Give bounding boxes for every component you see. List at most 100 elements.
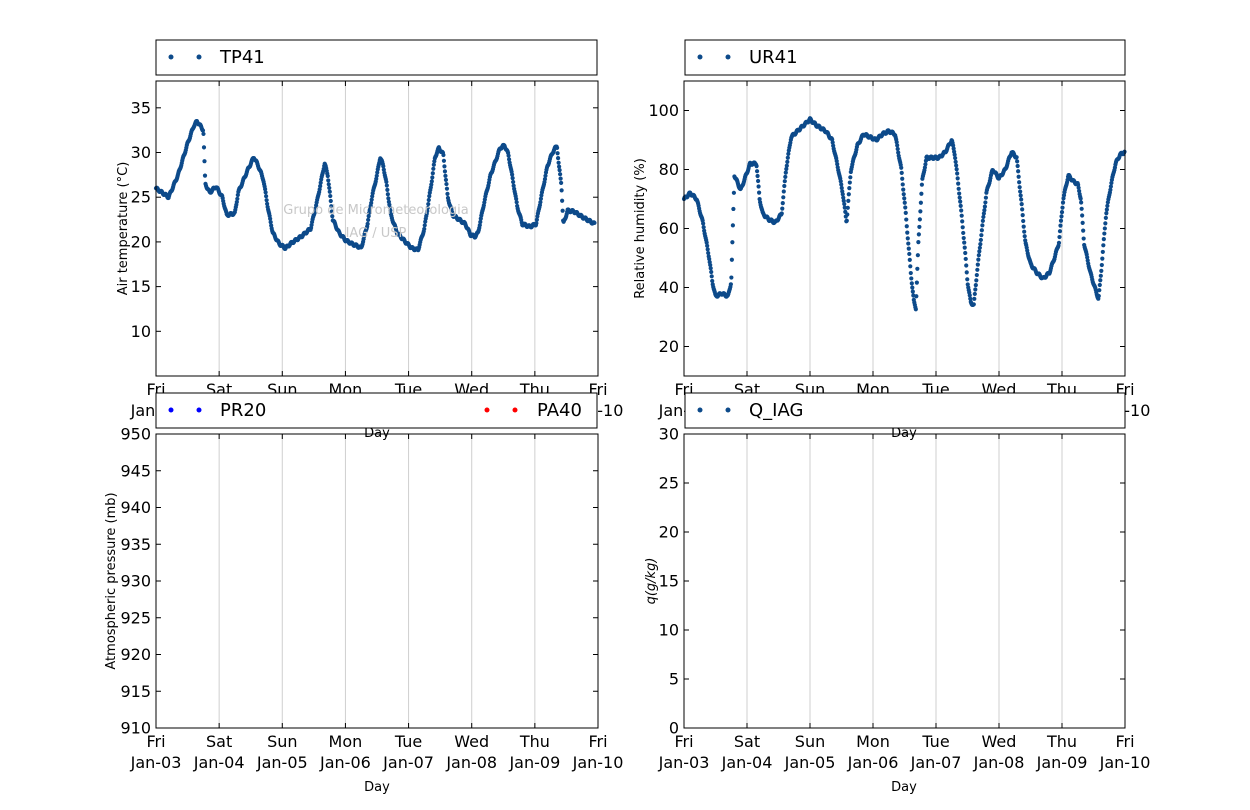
ur41-data-point [918, 209, 923, 214]
tp41-data-point [263, 187, 268, 192]
legend-pa40-label: PA40 [537, 400, 582, 421]
tp41-y-tick-label: 25 [131, 188, 151, 207]
tp41-data-point [263, 190, 268, 195]
ur41-data-point [922, 165, 928, 170]
ur41-data-point [899, 170, 904, 175]
tp41-data-point [555, 151, 560, 156]
legend-qiag-box [684, 392, 1126, 429]
tp41-data-point [202, 173, 208, 178]
pressure-gridlines [218, 434, 536, 728]
tp41-data-point [264, 194, 269, 199]
ur41-data-point [979, 228, 984, 233]
ur41-data-point [952, 152, 957, 157]
legend-ur41-label: UR41 [749, 47, 798, 68]
ur41-axes-frame [683, 80, 1126, 377]
tp41-data-point [425, 205, 430, 210]
pressure-x-tick-label-day: Sun [267, 732, 297, 751]
ur41-data-point [957, 191, 962, 196]
tp41-data-point [201, 145, 207, 150]
ur41-data-point [1017, 185, 1022, 190]
ur41-data-point [956, 181, 961, 186]
qiag-x-tick-label-date: Jan-05 [784, 753, 836, 772]
ur41-data-point [1022, 234, 1027, 239]
ur41-y-ticks: 20 40 60 80 100 [648, 101, 1125, 356]
tp41-data-point [478, 219, 483, 225]
ur41-x-ticks: FriJan-03SatJan-04SunJan-05MonJan-06TueJ… [658, 81, 1150, 420]
ur41-data-point [841, 198, 846, 203]
ur41-data-point [902, 200, 907, 205]
ur41-data-point [975, 262, 980, 267]
tp41-y-tick-label: 10 [131, 322, 151, 341]
tp41-data-point [431, 166, 436, 171]
tp41-data-point [265, 201, 270, 206]
ur41-data-point [901, 187, 906, 192]
ur41-data-point [900, 182, 905, 187]
tp41-data-point [441, 158, 447, 163]
ur41-data-point [964, 270, 969, 275]
ur41-data-point [972, 296, 977, 301]
ur41-data-point [731, 190, 737, 195]
ur41-data-point [1104, 207, 1109, 212]
ur41-data-point [915, 266, 920, 271]
ur41-y-tick-label: 40 [659, 278, 679, 297]
tp41-data-point [329, 204, 334, 209]
ur41-data-point [780, 201, 785, 206]
legend-qiag-label: Q_IAG [749, 400, 803, 421]
tp41-data-point [325, 173, 330, 179]
ur41-data-point [1098, 273, 1103, 278]
ur41-data-point [1104, 211, 1109, 216]
ur41-data-point [918, 200, 923, 205]
legend-qiag: Q_IAG [684, 392, 1126, 429]
tp41-data-point [328, 193, 333, 199]
ur41-data-point [754, 164, 759, 169]
qiag-x-tick-label-date: Jan-03 [658, 753, 710, 772]
tp41-data-point [425, 209, 430, 214]
ur41-data-point [953, 155, 958, 161]
ur41-data-point [895, 143, 900, 148]
ur41-data-point [965, 277, 970, 282]
ur41-data-point [1022, 229, 1027, 234]
ur41-data-point [731, 206, 736, 212]
pressure-y-tick-label: 925 [120, 608, 151, 627]
ur41-data-point [957, 195, 962, 200]
ur41-data-point [896, 150, 901, 155]
ur41-data-point [1096, 293, 1101, 299]
tp41-data-point [510, 176, 515, 181]
tp41-data-point [543, 173, 548, 178]
ur41-data-point [729, 275, 734, 280]
ur41-data-point [982, 204, 987, 209]
pressure-y-tick-label: 935 [120, 535, 151, 554]
ur41-data-point [786, 151, 791, 156]
ur41-data-point [1080, 213, 1085, 218]
tp41-data-point [514, 196, 519, 201]
ur41-data-point [1021, 224, 1026, 229]
tp41-data-point [326, 182, 331, 187]
ur41-data-point [953, 159, 958, 164]
ur41-data-point [1099, 268, 1104, 273]
ur41-data-point [1102, 231, 1107, 236]
ur41-data-point [919, 191, 924, 196]
ur41-data-point [951, 146, 956, 151]
tp41-y-axis-label: Air temperature (°C) [116, 162, 131, 296]
ur41-data-point [905, 230, 910, 235]
tp41-data-point [592, 220, 597, 225]
ur41-data-point [983, 200, 988, 205]
qiag-y-tick-label: 30 [659, 425, 679, 444]
ur41-data-point [1099, 262, 1104, 268]
ur41-data-point [1079, 206, 1084, 211]
ur41-data-point [899, 165, 904, 170]
tp41-data-point [318, 184, 323, 189]
ur41-data-point [980, 218, 985, 223]
ur41-data-point [910, 285, 915, 290]
tp41-data-point [427, 194, 432, 199]
ur41-y-tick-label: 80 [659, 160, 679, 179]
tp41-data-point [328, 198, 333, 204]
chart-pressure: 910 915 920 925 930 935 940 945 950 Fri Jan-03 Sat… [104, 425, 623, 796]
ur41-data-point [785, 155, 790, 160]
ur41-data-point [963, 250, 968, 256]
tp41-data-point [559, 180, 564, 186]
ur41-gridlines [746, 81, 1063, 376]
ur41-data-point [960, 219, 965, 224]
ur41-data-point [903, 205, 908, 210]
ur41-data-point [1019, 202, 1024, 207]
